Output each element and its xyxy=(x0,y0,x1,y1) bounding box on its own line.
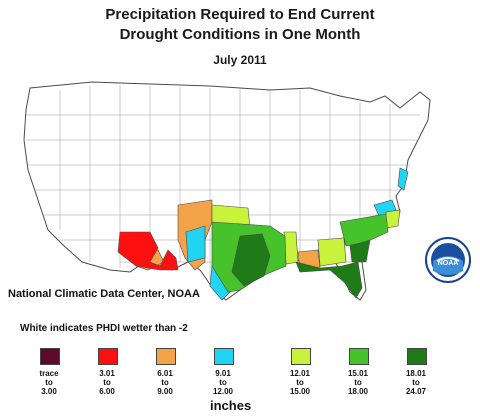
legend-label-3: 6.01 to 9.00 xyxy=(157,369,173,396)
legend-label-2: 3.01 to 6.00 xyxy=(99,369,115,396)
legend-swatch-3 xyxy=(156,348,176,365)
region-cyan-nj xyxy=(397,167,409,191)
legend-label-5: 12.01 to 15.00 xyxy=(289,369,311,396)
map-note: White indicates PHDI wetter than -2 xyxy=(20,323,188,334)
map-title-line1: Precipitation Required to End Current xyxy=(105,6,375,23)
region-lime-nc xyxy=(385,209,401,229)
legend-label-1: trace to 3.00 xyxy=(39,369,59,396)
region-cyan-nm xyxy=(185,225,206,263)
legend-swatch-1 xyxy=(40,348,60,365)
region-lime-ms xyxy=(283,231,299,265)
source-credit: National Climatic Data Center, NOAA xyxy=(8,288,200,300)
region-lime-se xyxy=(317,237,347,267)
region-darkgreen-ga xyxy=(349,239,371,263)
noaa-logo-icon: NOAA xyxy=(425,237,471,283)
map-title-line2: Drought Conditions in One Month xyxy=(119,26,361,43)
map-date: July 2011 xyxy=(213,53,267,67)
legend-unit: inches xyxy=(210,398,252,413)
region-darkgreen-la xyxy=(231,233,271,287)
region-green-se xyxy=(339,213,389,247)
region-darkgreen-gulf xyxy=(295,261,363,299)
legend-swatch-2 xyxy=(98,348,118,365)
noaa-logo-text: NOAA xyxy=(438,260,459,267)
legend-swatch-6 xyxy=(349,348,369,365)
legend-swatch-5 xyxy=(291,348,311,365)
legend-label-7: 18.01 to 24.07 xyxy=(405,369,427,396)
legend-swatch-4 xyxy=(214,348,234,365)
legend-swatch-7 xyxy=(407,348,427,365)
legend-label-4: 9.01 to 12.00 xyxy=(212,369,234,396)
region-cyan-va xyxy=(373,199,397,219)
legend-label-6: 15.01 to 18.00 xyxy=(347,369,369,396)
drought-regions xyxy=(117,167,409,301)
us-drought-map xyxy=(23,81,431,301)
region-red xyxy=(117,231,179,271)
